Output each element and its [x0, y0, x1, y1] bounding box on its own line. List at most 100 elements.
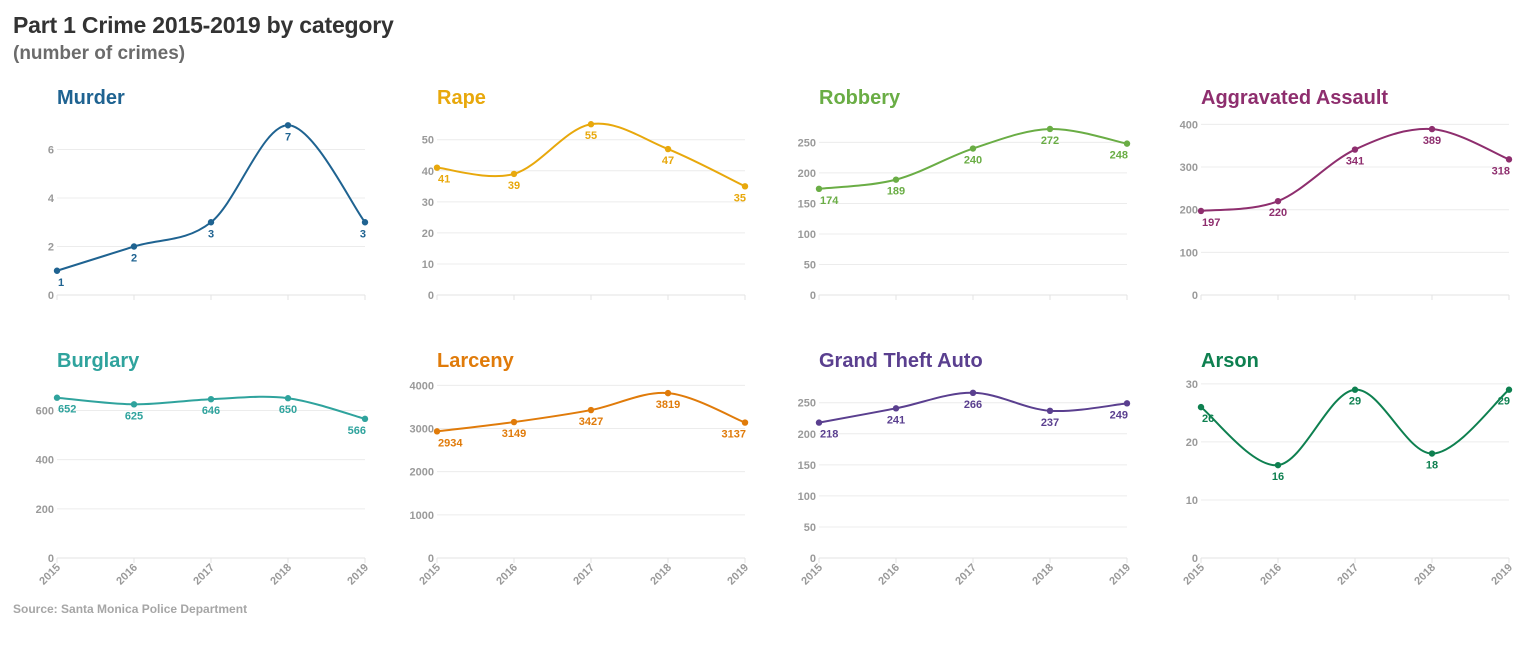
data-point-arson — [1274, 461, 1282, 469]
data-label-murder: 3 — [360, 228, 366, 240]
data-point-grand-theft-auto — [1123, 400, 1131, 407]
data-point-rape — [587, 121, 595, 128]
source-note: Source: Santa Monica Police Department — [13, 602, 248, 616]
x-tick-label-larceny: 2017 — [571, 562, 597, 588]
data-label-robbery: 272 — [1041, 135, 1059, 147]
data-point-larceny — [741, 419, 749, 426]
panel-title-grand-theft-auto: Grand Theft Auto — [819, 350, 983, 372]
y-tick-label-murder: 6 — [48, 145, 54, 157]
y-tick-label-larceny: 0 — [428, 553, 434, 565]
series-line-aggravated-assault — [1200, 127, 1510, 212]
x-tick-label-arson: 2019 — [1489, 562, 1515, 588]
x-tick-label-burglary: 2019 — [345, 562, 371, 588]
data-label-rape: 41 — [438, 174, 450, 186]
x-tick-label-arson: 2016 — [1258, 562, 1284, 588]
panel-title-larceny: Larceny — [437, 350, 515, 372]
data-label-aggravated-assault: 220 — [1269, 207, 1287, 219]
data-label-robbery: 248 — [1110, 150, 1128, 162]
data-label-arson: 16 — [1272, 471, 1284, 483]
y-tick-label-arson: 0 — [1192, 553, 1198, 565]
y-tick-label-murder: 4 — [48, 193, 55, 205]
data-label-rape: 47 — [662, 155, 674, 167]
x-tick-label-arson: 2018 — [1412, 562, 1438, 588]
data-point-larceny — [433, 428, 441, 435]
x-tick-label-burglary: 2018 — [268, 562, 294, 588]
y-tick-label-murder: 0 — [48, 290, 54, 302]
y-tick-label-murder: 2 — [48, 242, 54, 254]
data-label-burglary: 646 — [202, 405, 220, 417]
data-point-aggravated-assault — [1428, 125, 1436, 133]
x-tick-label-grand-theft-auto: 2019 — [1107, 562, 1133, 588]
y-tick-label-rape: 0 — [428, 290, 434, 302]
y-tick-label-larceny: 2000 — [410, 467, 434, 479]
x-tick-label-larceny: 2019 — [725, 562, 751, 588]
data-label-larceny: 3427 — [579, 416, 603, 428]
y-tick-label-aggravated-assault: 0 — [1192, 290, 1198, 302]
data-point-burglary — [53, 394, 61, 401]
data-point-rape — [741, 183, 749, 190]
panel-title-robbery: Robbery — [819, 87, 901, 109]
data-point-burglary — [207, 395, 215, 403]
y-tick-label-rape: 50 — [422, 135, 434, 147]
data-point-rape — [664, 145, 672, 153]
x-tick-label-grand-theft-auto: 2015 — [799, 562, 825, 588]
data-point-aggravated-assault — [1274, 197, 1282, 205]
y-tick-label-larceny: 4000 — [410, 380, 434, 392]
data-label-larceny: 3149 — [502, 428, 526, 440]
data-label-burglary: 566 — [348, 425, 366, 437]
y-tick-label-rape: 40 — [422, 166, 434, 178]
y-tick-label-burglary: 600 — [36, 406, 54, 418]
y-tick-label-grand-theft-auto: 0 — [810, 553, 816, 565]
y-tick-label-rape: 20 — [422, 228, 434, 240]
y-tick-label-robbery: 50 — [804, 259, 816, 271]
y-tick-label-burglary: 200 — [36, 504, 54, 516]
data-point-burglary — [130, 401, 138, 408]
data-point-robbery — [1046, 125, 1054, 133]
y-tick-label-aggravated-assault: 200 — [1180, 205, 1198, 217]
data-label-larceny: 3137 — [722, 429, 746, 441]
y-tick-label-aggravated-assault: 100 — [1180, 247, 1198, 259]
data-point-robbery — [892, 176, 900, 183]
data-label-grand-theft-auto: 218 — [820, 429, 838, 441]
data-label-murder: 1 — [58, 277, 64, 289]
data-label-grand-theft-auto: 266 — [964, 399, 982, 411]
y-tick-label-arson: 20 — [1186, 437, 1198, 449]
y-tick-label-aggravated-assault: 300 — [1180, 162, 1198, 174]
data-label-rape: 39 — [508, 180, 520, 192]
y-tick-label-robbery: 250 — [798, 137, 816, 149]
data-label-aggravated-assault: 197 — [1202, 217, 1220, 229]
data-point-larceny — [664, 389, 672, 397]
data-label-murder: 3 — [208, 228, 214, 240]
y-tick-label-arson: 30 — [1186, 379, 1198, 391]
x-tick-label-burglary: 2016 — [114, 562, 140, 588]
y-tick-label-burglary: 0 — [48, 553, 54, 565]
x-tick-label-larceny: 2015 — [417, 562, 443, 588]
x-tick-label-larceny: 2018 — [648, 562, 674, 588]
y-tick-label-rape: 30 — [422, 197, 434, 209]
x-tick-label-grand-theft-auto: 2017 — [953, 562, 979, 588]
y-tick-label-grand-theft-auto: 50 — [804, 522, 816, 534]
data-label-rape: 55 — [585, 130, 597, 142]
data-point-murder — [53, 267, 61, 274]
x-tick-label-grand-theft-auto: 2018 — [1030, 562, 1056, 588]
data-label-aggravated-assault: 341 — [1346, 156, 1364, 168]
y-tick-label-grand-theft-auto: 200 — [798, 429, 816, 441]
data-label-arson: 18 — [1426, 460, 1438, 472]
data-point-robbery — [1123, 140, 1131, 147]
x-tick-label-burglary: 2017 — [191, 562, 217, 588]
data-label-grand-theft-auto: 237 — [1041, 417, 1059, 429]
y-tick-label-aggravated-assault: 400 — [1180, 119, 1198, 131]
panel-title-aggravated-assault: Aggravated Assault — [1201, 87, 1388, 109]
y-tick-label-rape: 10 — [422, 259, 434, 271]
data-point-larceny — [587, 406, 595, 414]
data-point-grand-theft-auto — [892, 405, 900, 412]
data-label-robbery: 189 — [887, 186, 905, 198]
data-point-grand-theft-auto — [1046, 407, 1054, 415]
data-point-burglary — [284, 395, 292, 402]
data-point-aggravated-assault — [1351, 146, 1359, 153]
data-point-larceny — [510, 418, 518, 426]
data-point-murder — [130, 243, 138, 250]
data-point-arson — [1428, 450, 1436, 457]
y-tick-label-larceny: 1000 — [410, 510, 434, 522]
